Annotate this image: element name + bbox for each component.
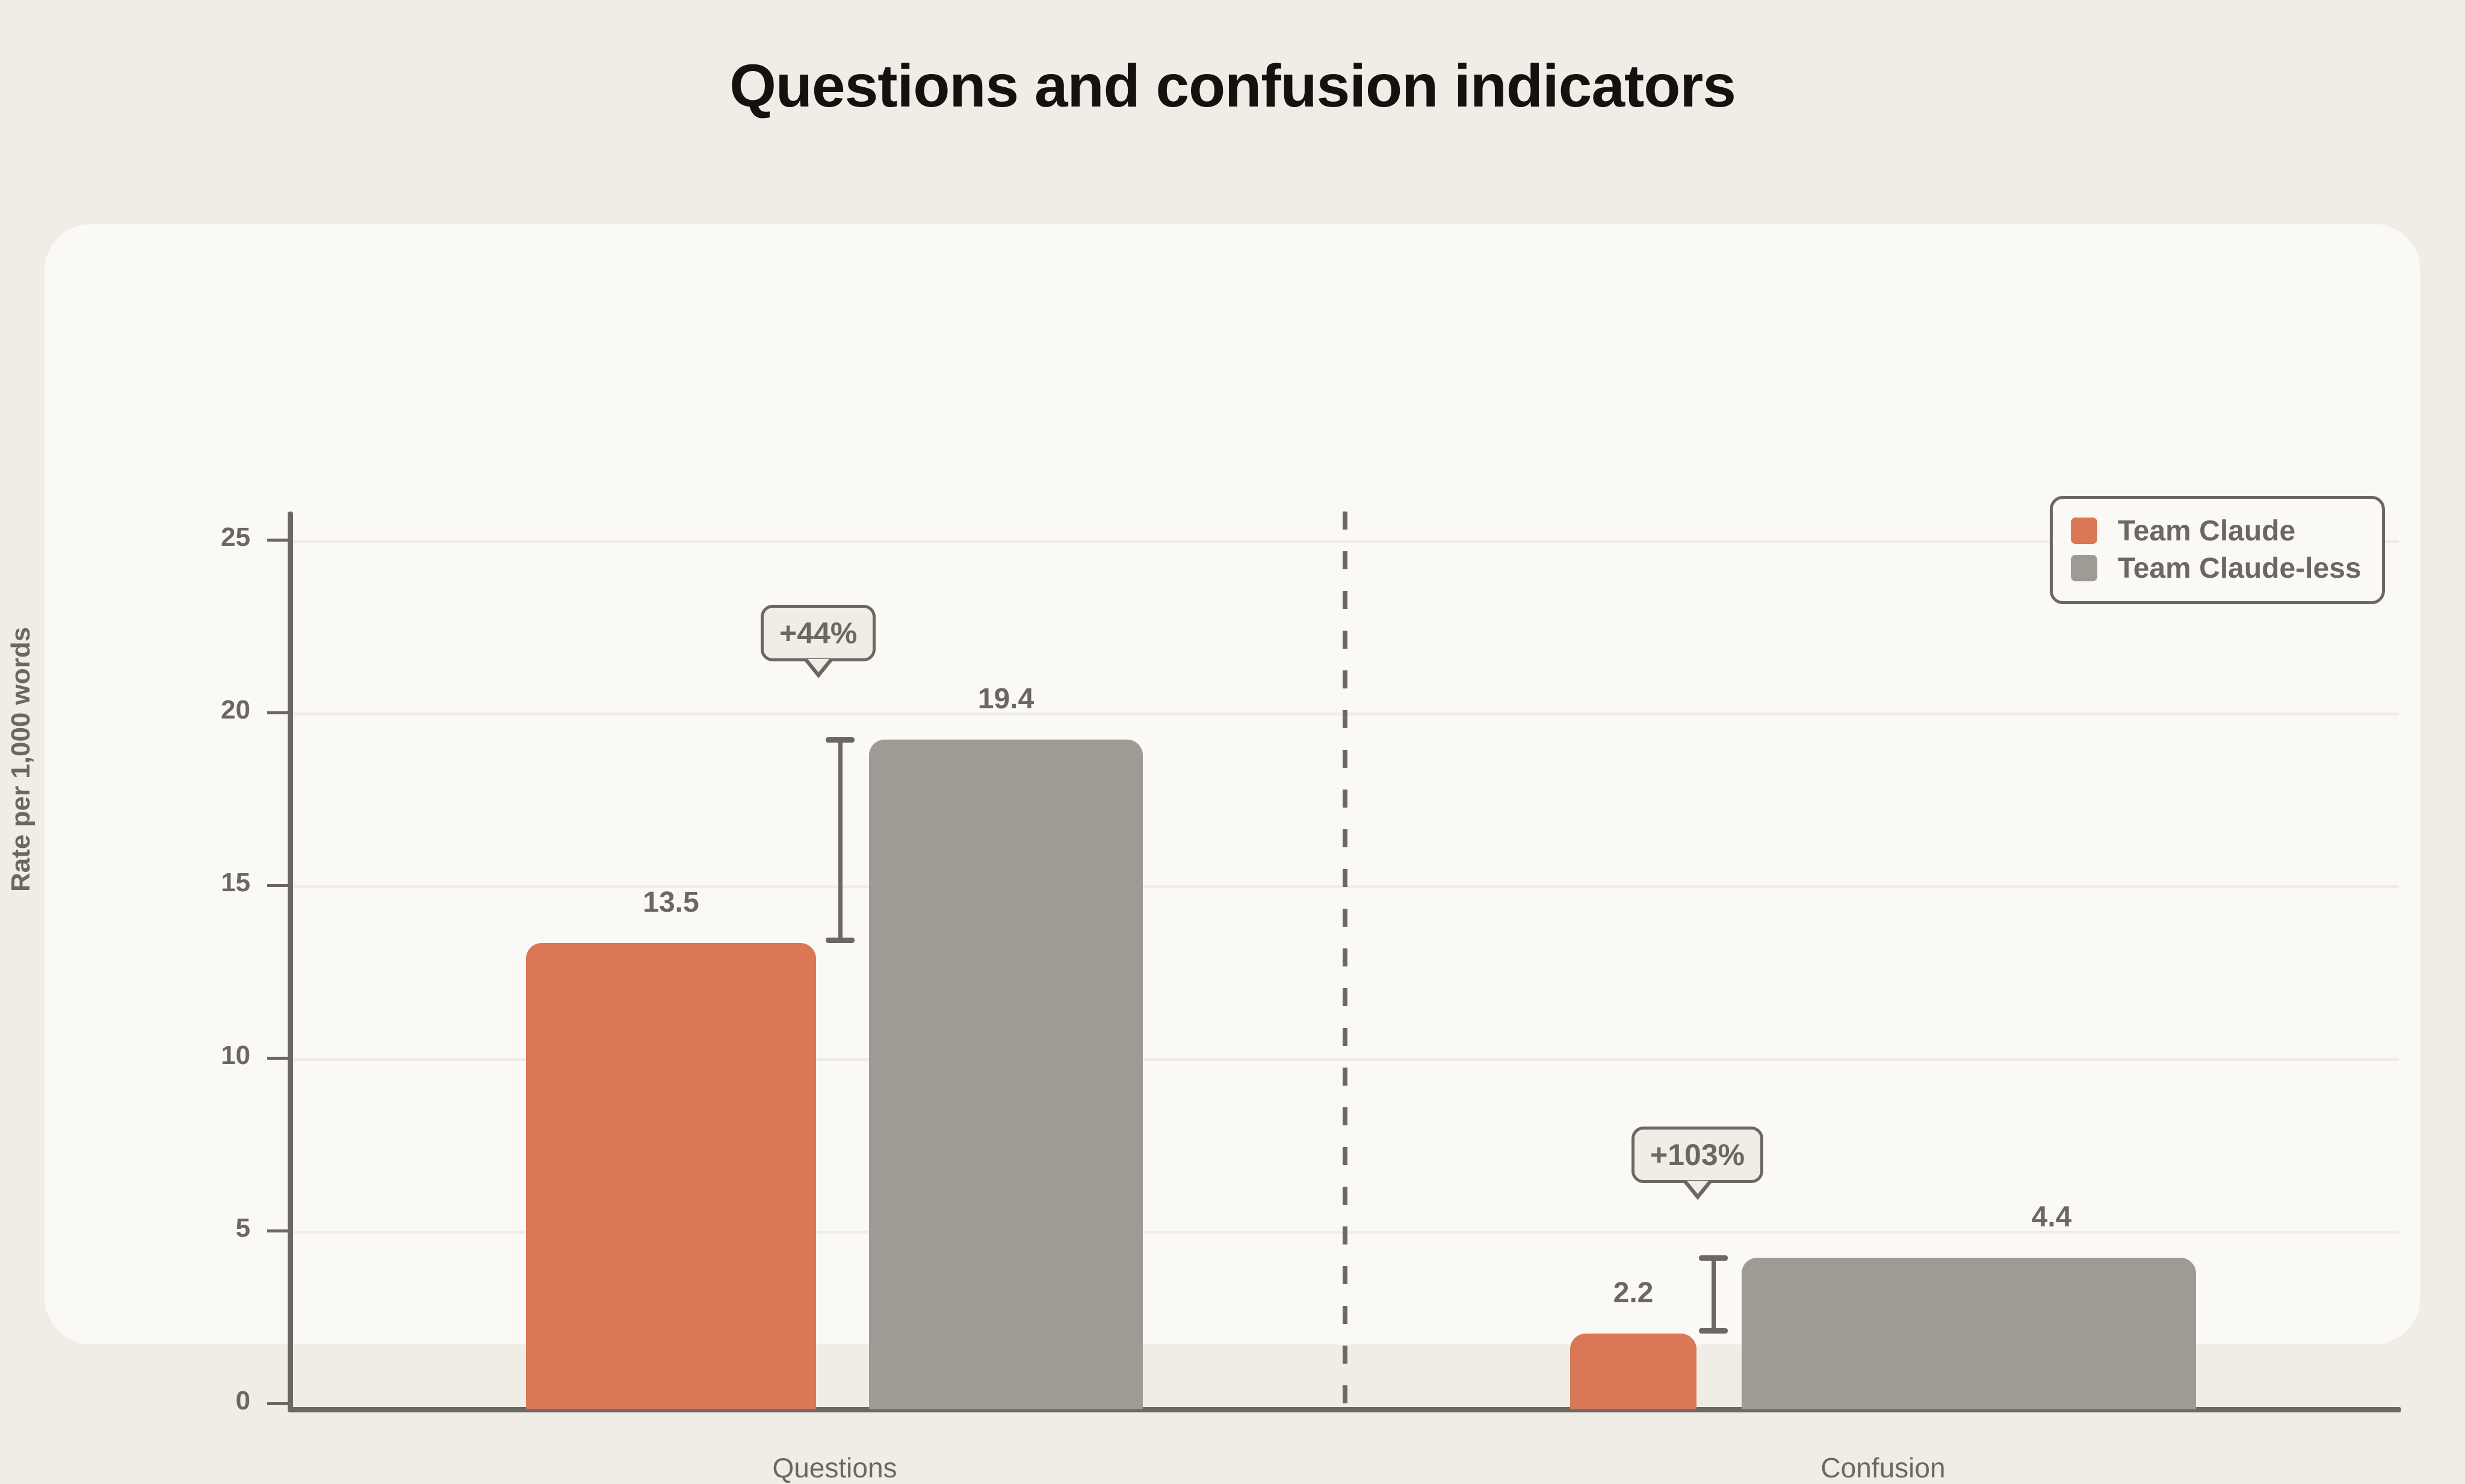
x-category-label-questions: Questions (772, 1452, 897, 1483)
bar-value-questions-team-claude: 13.5 (643, 886, 699, 918)
bar-confusion-team-claude[interactable] (1570, 1334, 1696, 1409)
comparison-connector-questions (820, 737, 860, 943)
callout-bubble-confusion: +103% (1631, 1127, 1764, 1183)
y-axis-spine (288, 512, 293, 1411)
bar-value-questions-team-claude-less: 19.4 (977, 683, 1035, 715)
y-axis-title: Rate per 1,000 words (6, 626, 36, 892)
y-tick-label-5: 5 (235, 1213, 250, 1243)
y-tick-mark-20 (267, 711, 289, 714)
callout-questions: +44% (761, 605, 876, 678)
connector-cap-bottom (1699, 1328, 1728, 1334)
connector-stem (838, 737, 843, 943)
legend-entry-team-claude[interactable]: Team Claude (2071, 512, 2361, 549)
connector-cap-top (826, 737, 855, 743)
page-title: Questions and confusion indicators (729, 52, 1736, 120)
connector-cap-top (1699, 1255, 1728, 1261)
y-tick-mark-15 (267, 884, 289, 887)
y-tick-label-10: 10 (221, 1040, 250, 1070)
bar-value-confusion-team-claude: 2.2 (1613, 1277, 1654, 1309)
y-tick-label-25: 25 (221, 522, 250, 552)
bar-value-confusion-team-claude-less: 4.4 (2031, 1201, 2072, 1233)
callout-confusion: +103% (1631, 1127, 1764, 1200)
callout-tail-inner (1686, 1181, 1709, 1194)
bar-questions-team-claude[interactable] (526, 943, 816, 1409)
bar-questions-team-claude-less[interactable] (869, 740, 1143, 1409)
connector-cap-bottom (826, 938, 855, 943)
legend-label-team-claude-less: Team Claude-less (2118, 552, 2361, 584)
bar-confusion-team-claude-less[interactable] (1742, 1258, 2196, 1409)
group-divider-dashed-line (1343, 512, 1347, 1409)
y-tick-label-15: 15 (221, 868, 250, 897)
y-tick-mark-10 (267, 1057, 289, 1060)
x-category-label-confusion: Confusion (1820, 1452, 1946, 1483)
y-tick-mark-25 (267, 539, 289, 542)
comparison-connector-confusion (1693, 1255, 1733, 1334)
legend-swatch-team-claude (2071, 518, 2097, 544)
y-tick-label-20: 20 (221, 695, 250, 725)
legend-swatch-team-claude-less (2071, 555, 2097, 581)
chart-card: 25 20 15 10 5 0 Rate per 1,000 words 13.… (6, 224, 2420, 1483)
connector-stem (1712, 1255, 1716, 1334)
legend-label-team-claude: Team Claude (2118, 515, 2296, 547)
y-tick-label-0: 0 (235, 1386, 250, 1415)
y-tick-mark-5 (267, 1229, 289, 1232)
callout-tail-inner (807, 659, 829, 672)
y-tick-mark-0 (267, 1402, 289, 1405)
legend: Team Claude Team Claude-less (2050, 496, 2385, 604)
callout-bubble-questions: +44% (761, 605, 876, 661)
legend-entry-team-claude-less[interactable]: Team Claude-less (2071, 549, 2361, 587)
